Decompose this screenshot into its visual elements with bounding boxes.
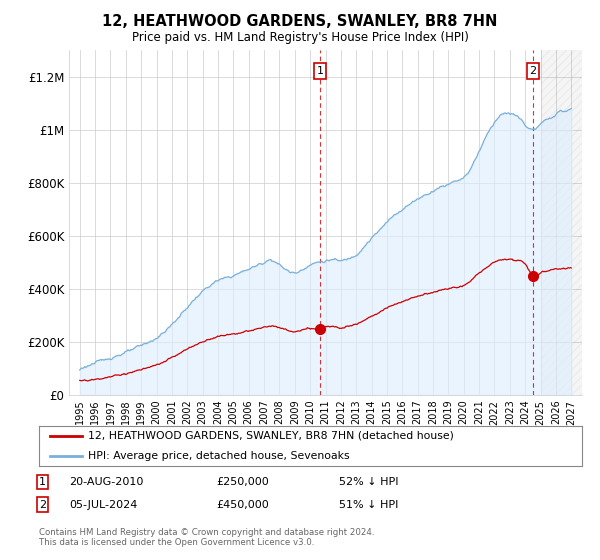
Text: 52% ↓ HPI: 52% ↓ HPI (339, 477, 398, 487)
Text: Price paid vs. HM Land Registry's House Price Index (HPI): Price paid vs. HM Land Registry's House … (131, 31, 469, 44)
Text: 2: 2 (530, 66, 537, 76)
Text: 12, HEATHWOOD GARDENS, SWANLEY, BR8 7HN: 12, HEATHWOOD GARDENS, SWANLEY, BR8 7HN (103, 14, 497, 29)
Text: Contains HM Land Registry data © Crown copyright and database right 2024.
This d: Contains HM Land Registry data © Crown c… (39, 528, 374, 547)
Bar (541, 50, 587, 395)
Text: HPI: Average price, detached house, Sevenoaks: HPI: Average price, detached house, Seve… (88, 451, 349, 461)
Text: £450,000: £450,000 (216, 500, 269, 510)
Text: 1: 1 (316, 66, 323, 76)
Text: 2: 2 (39, 500, 46, 510)
Text: 05-JUL-2024: 05-JUL-2024 (69, 500, 137, 510)
Text: 20-AUG-2010: 20-AUG-2010 (69, 477, 143, 487)
Text: 51% ↓ HPI: 51% ↓ HPI (339, 500, 398, 510)
Text: 12, HEATHWOOD GARDENS, SWANLEY, BR8 7HN (detached house): 12, HEATHWOOD GARDENS, SWANLEY, BR8 7HN … (88, 431, 454, 441)
Text: 1: 1 (39, 477, 46, 487)
Text: £250,000: £250,000 (216, 477, 269, 487)
